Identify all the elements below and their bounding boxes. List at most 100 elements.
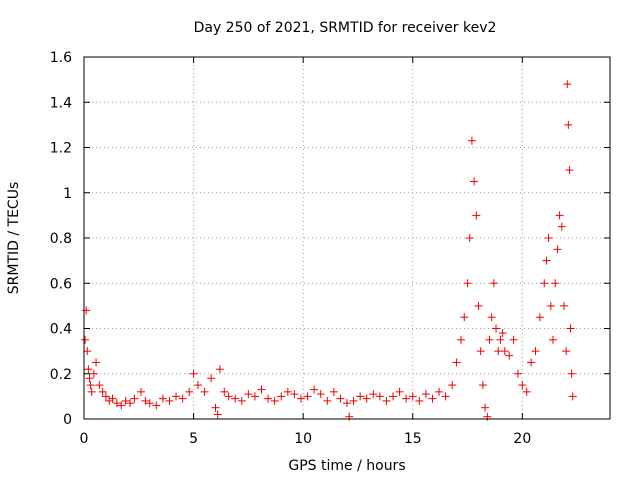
data-point [505,351,514,360]
chart-title: Day 250 of 2021, SRMTID for receiver kev… [194,20,497,36]
data-point [257,385,266,394]
data-point [81,335,90,344]
data-point [496,335,505,344]
data-point [345,412,354,421]
data-point [178,394,187,403]
data-point [566,324,575,333]
data-point [145,399,154,408]
data-point [428,394,437,403]
x-tick-label: 5 [189,431,198,447]
data-point [211,403,220,412]
data-point [555,211,564,220]
data-point [565,166,574,175]
data-point [117,401,126,410]
data-point [349,396,358,405]
x-tick-label: 20 [513,431,531,447]
data-point [86,381,95,390]
data-point [362,394,371,403]
data-point [213,410,222,419]
data-point [415,396,424,405]
data-point [472,211,481,220]
y-tick-label: 0.6 [50,276,72,292]
data-point [323,396,332,405]
data-point [470,177,479,186]
data-points [81,80,577,421]
data-point [456,335,465,344]
data-point [283,387,292,396]
y-tick-label: 1.6 [50,50,72,66]
data-point [546,301,555,310]
data-point [463,279,472,288]
data-point [487,313,496,322]
data-point [264,394,273,403]
data-point [290,390,299,399]
data-point [277,392,286,401]
data-point [152,401,161,410]
y-tick-label: 0 [63,412,72,428]
data-point [421,390,430,399]
data-point [303,392,312,401]
data-point [121,396,130,405]
data-point [215,365,224,374]
data-point [402,394,411,403]
data-point [492,324,501,333]
data-point [158,394,167,403]
data-point [136,387,145,396]
data-point [441,392,450,401]
data-point [476,347,485,356]
data-point [316,390,325,399]
data-point [200,387,209,396]
data-point [483,412,492,421]
y-tick-label: 0.8 [50,231,72,247]
data-point [460,313,469,322]
data-point [85,374,94,383]
data-point [478,381,487,390]
data-point [220,387,229,396]
axis-ticks: 0 0.2 0.4 0.6 0.8 1 1.2 1.4 1.6 0 5 10 15 20 [50,50,610,447]
data-point [522,387,531,396]
data-point [563,80,572,89]
data-point [564,120,573,129]
data-point [568,392,577,401]
data-point [513,369,522,378]
data-point [498,329,507,338]
data-point [336,394,345,403]
data-point [92,358,101,367]
data-point [382,396,391,405]
data-point [540,279,549,288]
data-point [343,399,351,408]
data-point [562,347,571,356]
data-point [270,396,279,405]
y-axis-label: SRMTID / TECUs [6,182,22,295]
x-tick-label: 10 [294,431,312,447]
data-point [375,392,384,401]
data-point [83,347,92,356]
data-point [567,369,576,378]
data-point [141,396,150,405]
data-point [82,306,91,315]
data-point [549,335,558,344]
data-point [87,387,96,396]
y-tick-label: 0.2 [50,367,72,383]
y-tick-label: 1.4 [50,95,72,111]
data-point [535,313,544,322]
data-point [527,358,536,367]
data-point [250,392,259,401]
data-point [89,369,98,378]
data-point [559,301,568,310]
data-point [531,347,540,356]
data-point [244,390,253,399]
data-point [500,347,509,356]
x-tick-label: 15 [404,431,422,447]
data-point [395,387,404,396]
data-point [356,392,365,401]
data-point [329,387,338,396]
data-point [435,387,444,396]
data-point [542,256,551,265]
data-point [126,399,135,408]
data-point [95,381,104,390]
data-point [481,403,490,412]
data-point [112,399,121,408]
data-point [172,392,181,401]
data-point [98,387,107,396]
